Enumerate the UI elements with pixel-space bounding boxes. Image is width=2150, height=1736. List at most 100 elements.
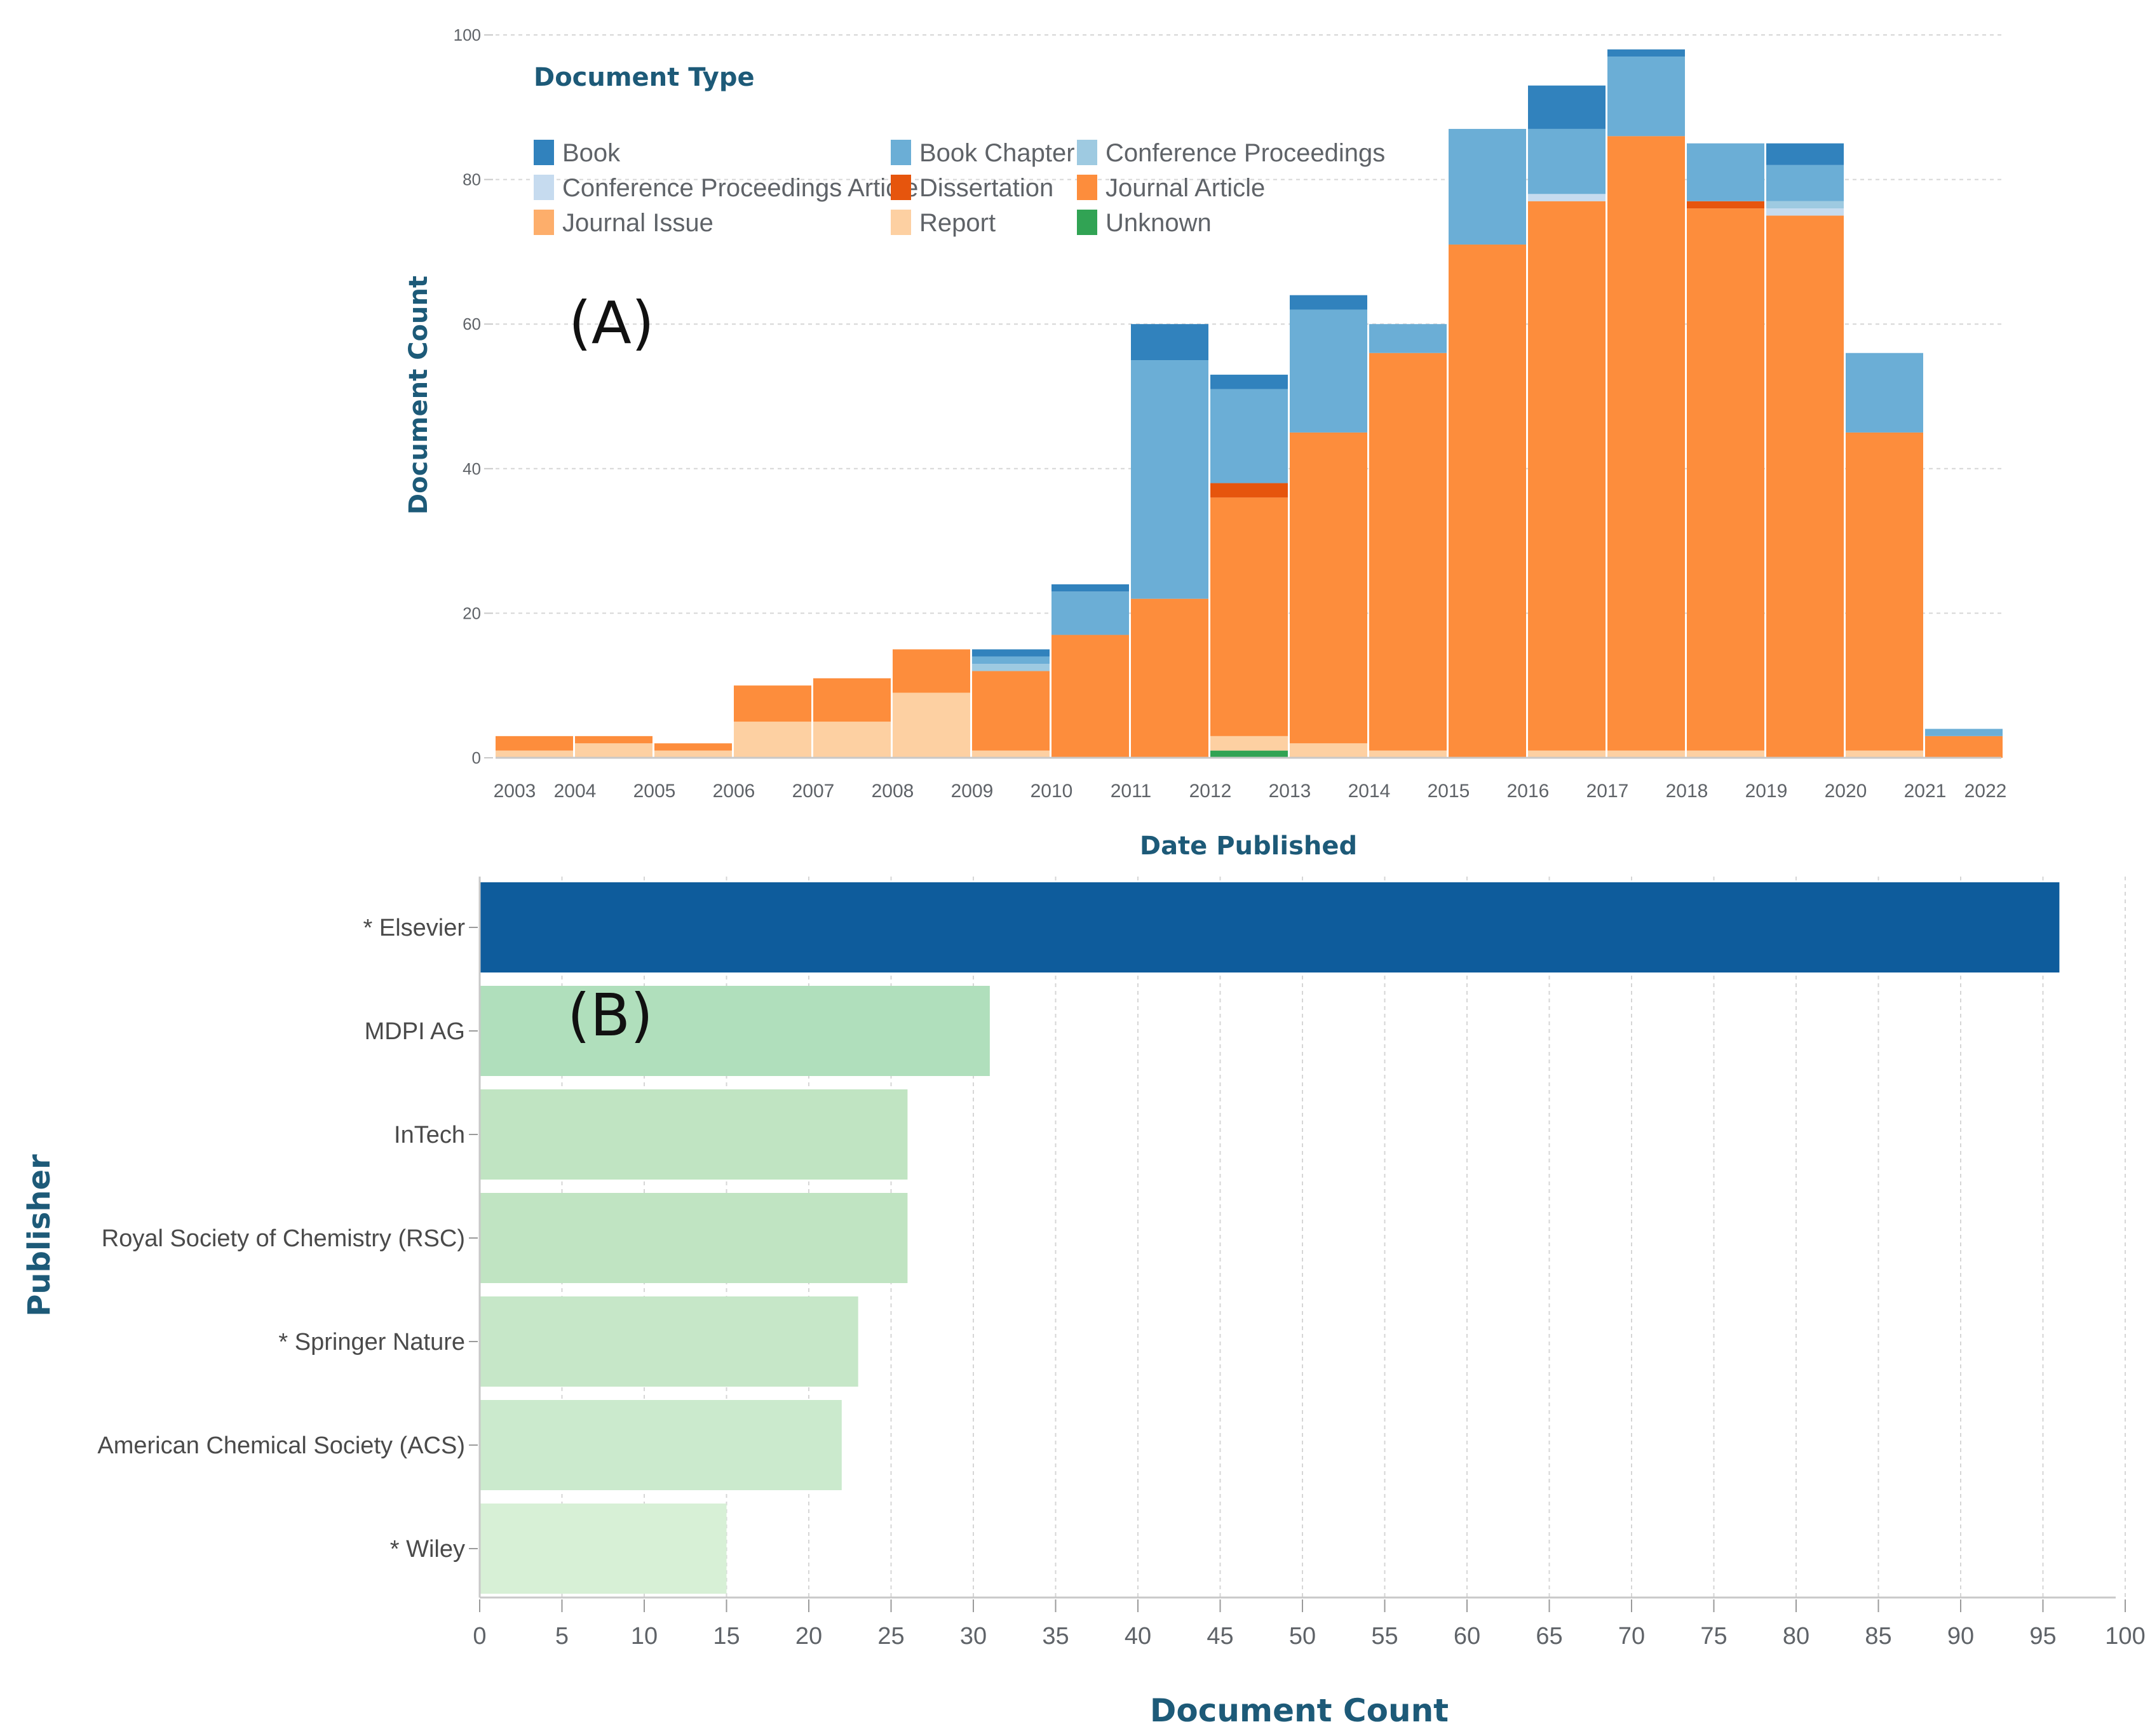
publisher-label-royal-society-of-chemistry-rsc: Royal Society of Chemistry (RSC) bbox=[102, 1225, 465, 1252]
bar-segment-2008-report bbox=[893, 692, 970, 758]
x-tick-label: 30 bbox=[960, 1623, 987, 1650]
bar-segment-2007-journal-article bbox=[813, 678, 891, 722]
x-tick-label: 90 bbox=[1947, 1623, 1974, 1650]
x-tick-label: 2015 bbox=[1428, 781, 1470, 802]
bar-segment-2010-journal-article bbox=[1051, 635, 1129, 758]
legend-swatch-journal-issue bbox=[534, 210, 554, 235]
publisher-label-american-chemical-society-acs: American Chemical Society (ACS) bbox=[97, 1432, 465, 1459]
x-tick-label: 85 bbox=[1865, 1623, 1891, 1650]
bar-segment-2013-book-chapter bbox=[1290, 309, 1367, 433]
panel-b-y-ticks: * Elsevier MDPI AG InTech Royal Society of … bbox=[97, 915, 478, 1563]
bar-segment-2004-journal-article bbox=[575, 736, 652, 744]
x-tick-label: 75 bbox=[1700, 1623, 1727, 1650]
panel-b-x-ticks: 0 5 10 15 20 25 30 35 40 45 50 55 60 65 70 75 80 85 90 95 10… bbox=[473, 1599, 2146, 1650]
x-tick-label: 50 bbox=[1289, 1623, 1316, 1650]
bar-segment-2012-book-chapter bbox=[1210, 389, 1288, 483]
y-tick-label: 40 bbox=[463, 459, 481, 478]
x-tick-label: 10 bbox=[631, 1623, 658, 1650]
panel-b-y-axis-title: Publisher bbox=[22, 1154, 57, 1317]
bar-segment-2015-book-chapter bbox=[1449, 128, 1526, 245]
bar-segment-2008-journal-article bbox=[893, 649, 970, 693]
legend-swatch-conference-proceedings-article bbox=[534, 175, 554, 200]
bar-segment-2015-journal-article bbox=[1449, 245, 1526, 758]
x-tick-label: 55 bbox=[1371, 1623, 1398, 1650]
legend-swatch-book-chapter bbox=[891, 140, 911, 165]
x-tick-label: 2013 bbox=[1269, 781, 1311, 802]
legend-label-dissertation: Dissertation bbox=[919, 174, 1053, 202]
bar-segment-2004-report bbox=[575, 743, 652, 758]
bar-segment-2009-book-chapter bbox=[972, 656, 1050, 664]
y-tick-label: 0 bbox=[472, 748, 481, 767]
bar-segment-2017-book-chapter bbox=[1607, 57, 1685, 137]
bar-segment-2014-journal-article bbox=[1369, 353, 1447, 751]
bar-mdpi-ag bbox=[480, 986, 990, 1076]
panel-b-x-axis-title: Document Count bbox=[1150, 1692, 1449, 1729]
bar-segment-2020-journal-article bbox=[1846, 432, 1923, 751]
x-tick-label: 80 bbox=[1783, 1623, 1809, 1650]
panel-b-label: (B) bbox=[567, 981, 653, 1049]
x-tick-label: 65 bbox=[1536, 1623, 1562, 1650]
x-tick-label: 2012 bbox=[1189, 781, 1232, 802]
bar-segment-2010-book-chapter bbox=[1051, 591, 1129, 635]
bar-segment-2014-report bbox=[1369, 750, 1447, 758]
x-tick-label: 25 bbox=[877, 1623, 904, 1650]
y-tick-label: 20 bbox=[463, 603, 481, 622]
x-tick-label: 2003 bbox=[494, 781, 536, 802]
bar-segment-2013-report bbox=[1290, 743, 1367, 758]
bar-segment-2012-book bbox=[1210, 374, 1288, 389]
legend-swatch-dissertation bbox=[891, 175, 911, 200]
legend-swatch-report bbox=[891, 210, 911, 235]
legend-swatch-journal-article bbox=[1077, 175, 1097, 200]
publisher-label-springer-nature: * Springer Nature bbox=[278, 1329, 465, 1356]
bar-segment-2012-unknown bbox=[1210, 750, 1288, 758]
publisher-label-elsevier: * Elsevier bbox=[363, 915, 466, 941]
bar-segment-2017-journal-article bbox=[1607, 136, 1685, 751]
panel-a-x-ticks: 2003 2004 2005 2006 2007 2008 2009 2010 2011 2012… bbox=[494, 781, 2007, 802]
x-tick-label: 45 bbox=[1207, 1623, 1233, 1650]
bar-segment-2019-book bbox=[1766, 143, 1844, 165]
bar-segment-2014-book-chapter bbox=[1369, 324, 1447, 353]
x-tick-label: 2017 bbox=[1586, 781, 1629, 802]
bar-segment-2013-journal-article bbox=[1290, 432, 1367, 744]
bar-springer-nature bbox=[480, 1296, 858, 1387]
x-tick-label: 2014 bbox=[1348, 781, 1391, 802]
bar-segment-2016-report bbox=[1528, 750, 1606, 758]
bar-elsevier bbox=[480, 882, 2060, 972]
x-tick-label: 2011 bbox=[1111, 781, 1152, 802]
x-tick-label: 35 bbox=[1042, 1623, 1069, 1650]
bar-american-chemical-society-acs bbox=[480, 1400, 842, 1490]
bar-segment-2020-report bbox=[1846, 750, 1923, 758]
x-tick-label: 2018 bbox=[1666, 781, 1708, 802]
x-tick-label: 5 bbox=[555, 1623, 569, 1650]
x-tick-label: 2004 bbox=[554, 781, 597, 802]
x-tick-label: 2019 bbox=[1745, 781, 1788, 802]
bar-segment-2006-journal-article bbox=[734, 685, 811, 722]
panel-a-x-axis-title: Date Published bbox=[1140, 831, 1357, 861]
bar-segment-2011-book-chapter bbox=[1131, 360, 1208, 599]
y-tick-label: 80 bbox=[463, 170, 481, 189]
panel-b-bar-chart: * Elsevier MDPI AG InTech Royal Society of … bbox=[22, 877, 2146, 1729]
bar-wiley bbox=[480, 1504, 727, 1594]
panel-a-y-ticks: 0 20 40 60 80 100 bbox=[454, 25, 493, 767]
legend-label-unknown: Unknown bbox=[1105, 209, 1212, 237]
bar-segment-2019-conference-proceedings-article bbox=[1766, 208, 1844, 216]
legend-label-conference-proceedings: Conference Proceedings bbox=[1105, 139, 1385, 167]
y-tick-label: 60 bbox=[463, 314, 481, 333]
bar-segment-2016-journal-article bbox=[1528, 201, 1606, 751]
x-tick-label: 40 bbox=[1125, 1623, 1151, 1650]
x-tick-label: 2007 bbox=[792, 781, 835, 802]
bar-segment-2009-journal-article bbox=[972, 671, 1050, 751]
panel-a-y-axis-title: Document Count bbox=[404, 276, 433, 515]
bar-royal-society-of-chemistry-rsc bbox=[480, 1193, 908, 1283]
legend-title: Document Type bbox=[534, 63, 755, 92]
x-tick-label: 2016 bbox=[1507, 781, 1550, 802]
legend-label-journal-issue: Journal Issue bbox=[562, 209, 713, 237]
bar-segment-2009-conference-proceedings bbox=[972, 664, 1050, 671]
bar-intech bbox=[480, 1089, 908, 1180]
publisher-label-mdpi-ag: MDPI AG bbox=[365, 1018, 465, 1045]
bar-segment-2005-report bbox=[654, 750, 732, 758]
bar-segment-2016-book bbox=[1528, 85, 1606, 129]
x-tick-label: 70 bbox=[1618, 1623, 1645, 1650]
legend-label-journal-article: Journal Article bbox=[1105, 174, 1265, 202]
